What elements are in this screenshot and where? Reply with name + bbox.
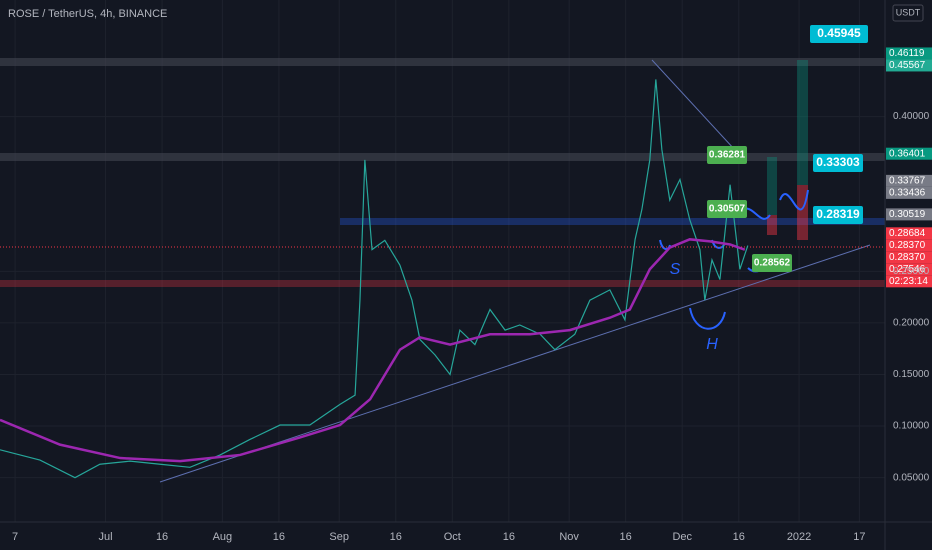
price-line <box>0 79 749 479</box>
price-tag-label: 0.33767 <box>889 176 926 187</box>
price-tag <box>886 186 932 199</box>
x-tick-label: 16 <box>620 531 632 543</box>
x-tick-label: Oct <box>444 531 461 543</box>
x-tick-label: Aug <box>213 531 233 543</box>
x-tick-label: Nov <box>559 531 579 543</box>
price-tag <box>886 59 932 72</box>
annotation: 0.33303 <box>816 155 860 169</box>
long-position-stop <box>767 215 777 235</box>
price-tag-label: 0.45567 <box>889 60 926 71</box>
annotation: 0.45945 <box>817 26 861 40</box>
price-line <box>0 238 746 463</box>
x-tick-label: 16 <box>503 531 515 543</box>
y-tick-label: 0.20000 <box>893 318 930 329</box>
price-tag-label: 0.28684 <box>889 228 926 239</box>
countdown-box <box>886 275 932 288</box>
price-tag-label: 0.28370 <box>889 240 926 251</box>
annotation-box <box>813 206 863 224</box>
long-position-target <box>767 157 777 215</box>
annotation-box <box>810 25 868 43</box>
annotation-box <box>752 254 792 272</box>
price-tag-label: 0.33436 <box>889 188 926 199</box>
annotation-box <box>813 154 863 172</box>
y-tick-label: 0.15000 <box>893 369 930 380</box>
annotation-box <box>707 146 747 164</box>
price-tag-label: 0.27546 <box>889 264 926 275</box>
x-tick-label: 2022 <box>787 531 811 543</box>
y-tick-label: 0.40000 <box>893 111 930 122</box>
x-tick-label: Sep <box>329 531 349 543</box>
currency-box <box>892 4 924 22</box>
price-tag <box>886 174 932 187</box>
x-tick-label: Dec <box>672 531 692 543</box>
trendline <box>651 59 736 151</box>
price-tag-label: 0.36401 <box>889 148 926 159</box>
support-zone <box>340 218 885 225</box>
annotation: 0.28319 <box>816 207 860 221</box>
hand-letter: S <box>670 261 681 278</box>
countdown: 02:23:14 <box>889 276 928 287</box>
price-tag <box>886 47 932 60</box>
annotation: 0.36281 <box>709 150 746 161</box>
plot <box>0 79 749 479</box>
hand-letter: H <box>706 336 718 353</box>
x-tick-label: 16 <box>390 531 402 543</box>
resistance-zone <box>0 58 885 66</box>
annotation: 0.28562 <box>754 258 791 269</box>
price-tag <box>886 239 932 252</box>
price-tag <box>886 251 932 264</box>
resistance-zone <box>0 153 885 161</box>
price-tag <box>886 208 932 221</box>
currency: USDT <box>896 7 921 17</box>
chart-title: ROSE / TetherUS, 4h, BINANCE <box>8 8 167 20</box>
price-tag <box>886 227 932 240</box>
annotation: 0.30507 <box>709 204 746 215</box>
long-position-stop <box>797 185 808 240</box>
price-tag-label: 0.28370 <box>889 252 926 263</box>
long-position-target <box>797 60 808 185</box>
support-zone <box>0 280 885 287</box>
y-tick-label: 0.05000 <box>893 472 930 483</box>
price-tag <box>886 263 932 276</box>
price-tag-label: 0.30519 <box>889 209 926 220</box>
x-tick-label: 16 <box>273 531 285 543</box>
y-tick-label: 0.10000 <box>893 421 930 432</box>
x-tick-label: 16 <box>156 531 168 543</box>
annotation-box <box>707 200 747 218</box>
price-tag <box>886 147 932 160</box>
x-tick-label: Jul <box>99 531 113 543</box>
x-tick-label: 7 <box>12 531 18 543</box>
price-tag-label: 0.46119 <box>889 48 925 59</box>
y-tick-label: 0.25000 <box>893 266 930 277</box>
x-tick-label: 16 <box>733 531 745 543</box>
x-tick-label: 17 <box>853 531 865 543</box>
